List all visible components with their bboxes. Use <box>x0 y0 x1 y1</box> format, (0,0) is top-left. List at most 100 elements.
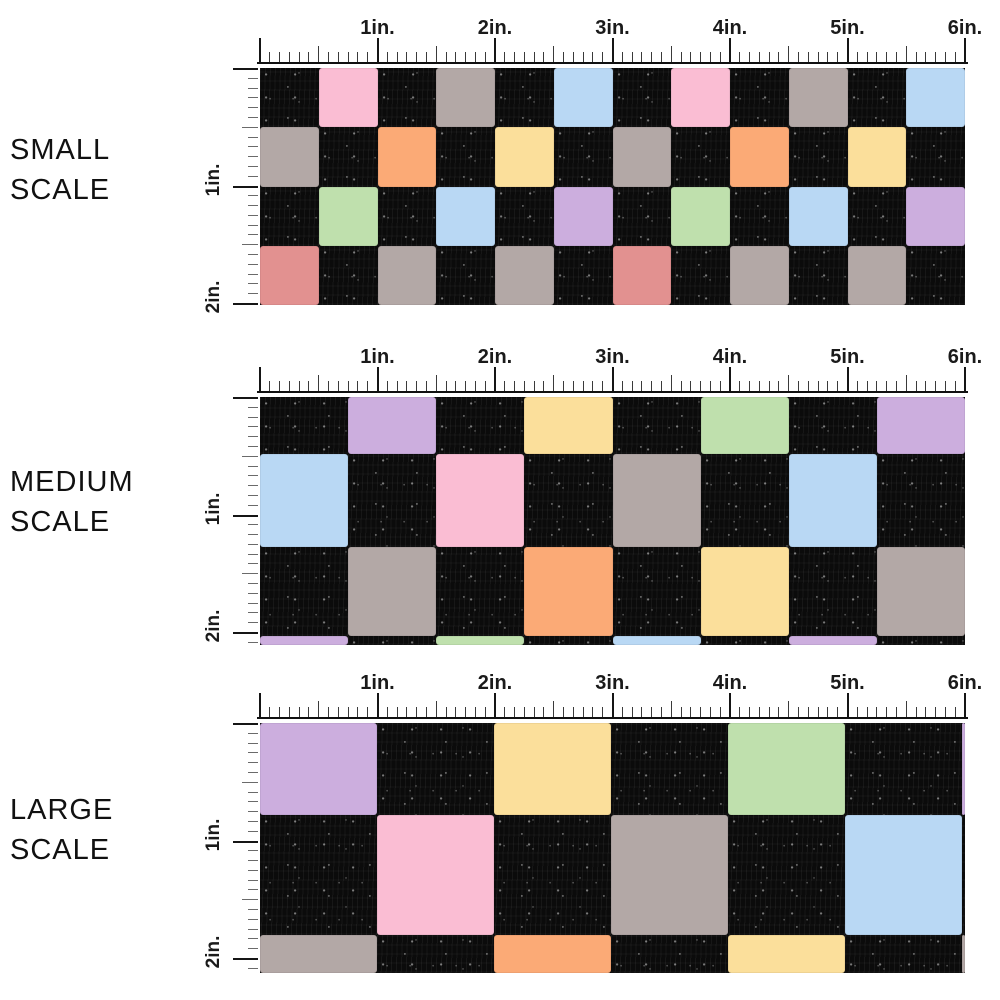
ruler-tick <box>739 707 741 717</box>
fabric-cell-black <box>348 454 437 547</box>
ruler-tick <box>925 381 927 391</box>
ruler-tick <box>670 46 672 62</box>
ruler-tick <box>749 707 751 717</box>
ruler-inch-label: 1in. <box>360 672 395 694</box>
ruler-tick <box>248 909 258 911</box>
fabric-cell-blue <box>436 186 495 246</box>
ruler-inch-label: 1in. <box>360 17 395 39</box>
fabric-cell-black <box>524 636 613 645</box>
fabric-cell-black <box>377 723 494 815</box>
ruler-inch-label: 6in. <box>947 346 983 368</box>
ruler-inch-label-vertical: 2in. <box>203 280 224 314</box>
scale-label-small: SMALL SCALE <box>10 130 110 210</box>
ruler-tick <box>233 840 258 843</box>
ruler-tick <box>690 52 692 62</box>
ruler-tick <box>798 381 800 391</box>
fabric-cell-blue <box>553 68 613 128</box>
fabric-cell-black <box>494 815 611 935</box>
ruler-tick <box>308 381 310 391</box>
ruler-tick <box>357 707 359 717</box>
fabric-cell-gray <box>348 547 437 636</box>
ruler-tick <box>621 381 623 391</box>
ruler-tick <box>248 612 258 614</box>
fabric-cell-black <box>612 68 672 128</box>
ruler-tick <box>602 52 604 62</box>
fabric-cell-gray <box>611 815 728 935</box>
ruler-tick <box>817 52 819 62</box>
fabric-cell-blue <box>788 186 848 246</box>
ruler-tick <box>357 52 359 62</box>
ruler-tick <box>660 52 662 62</box>
ruler-tick <box>631 52 633 62</box>
ruler-tick <box>504 707 506 717</box>
horizontal-ruler-baseline <box>257 391 968 393</box>
fabric-cell-purple <box>876 397 965 454</box>
ruler-inch-label: 5in. <box>830 346 865 368</box>
fabric-cell-black <box>788 127 848 187</box>
ruler-tick <box>611 38 614 62</box>
ruler-tick <box>279 52 281 62</box>
ruler-tick <box>406 52 408 62</box>
fabric-cell-black <box>612 186 672 246</box>
ruler-inch-label: 2in. <box>477 346 513 368</box>
ruler-inch-label: 1in. <box>360 346 395 368</box>
ruler-tick <box>288 707 290 717</box>
fabric-cell-black <box>788 547 877 636</box>
ruler-tick <box>533 707 535 717</box>
ruler-tick <box>670 375 672 391</box>
ruler-tick <box>494 367 496 391</box>
fabric-cell-orange <box>494 935 611 973</box>
ruler-tick <box>248 801 258 803</box>
ruler-tick <box>474 381 476 391</box>
ruler-tick <box>242 781 258 783</box>
ruler-tick <box>248 791 258 793</box>
ruler-tick <box>248 136 258 138</box>
ruler-tick <box>670 701 672 717</box>
fabric-cell-purple <box>260 636 349 645</box>
fabric-cell-gray <box>260 127 319 187</box>
fabric-cell-black <box>436 397 525 454</box>
ruler-inch-label: 4in. <box>712 17 748 39</box>
ruler-tick <box>242 455 258 457</box>
ruler-tick <box>523 707 525 717</box>
fabric-cell-yellow <box>700 547 789 636</box>
scale-label-line: SCALE <box>10 506 111 538</box>
ruler-tick <box>248 622 258 624</box>
fabric-cell-black <box>906 245 965 305</box>
ruler-tick <box>592 381 594 391</box>
fabric-swatch-small <box>260 68 965 305</box>
fabric-cell-purple <box>348 397 437 454</box>
ruler-tick <box>553 375 555 391</box>
ruler-tick <box>729 38 731 62</box>
ruler-tick <box>376 38 379 62</box>
fabric-cell-orange <box>524 547 613 636</box>
fabric-cell-blue <box>260 454 349 547</box>
ruler-tick <box>425 52 427 62</box>
ruler-tick <box>935 381 937 391</box>
ruler-tick <box>455 707 457 717</box>
fabric-cell-black <box>260 815 377 935</box>
ruler-tick <box>248 146 258 148</box>
fabric-cell-black <box>260 397 349 454</box>
fabric-cell-black <box>553 245 613 305</box>
ruler-tick <box>318 46 320 62</box>
ruler-tick <box>886 52 888 62</box>
scale-label-line: LARGE <box>10 794 114 826</box>
ruler-tick <box>856 707 858 717</box>
fabric-cell-pink <box>671 68 730 128</box>
ruler-tick <box>233 68 258 70</box>
fabric-cell-orange <box>730 127 789 187</box>
ruler-tick <box>964 693 966 717</box>
ruler-tick <box>367 707 369 717</box>
scale-label-line: SCALE <box>10 834 111 866</box>
ruler-tick <box>788 701 790 717</box>
fabric-cell-black <box>845 935 962 973</box>
ruler-tick <box>592 707 594 717</box>
ruler-tick <box>248 879 258 881</box>
ruler-tick <box>935 52 937 62</box>
ruler-tick <box>758 52 760 62</box>
ruler-tick <box>248 869 258 871</box>
fabric-cell-black <box>524 454 613 547</box>
ruler-tick <box>248 293 258 295</box>
ruler-tick <box>465 707 467 717</box>
